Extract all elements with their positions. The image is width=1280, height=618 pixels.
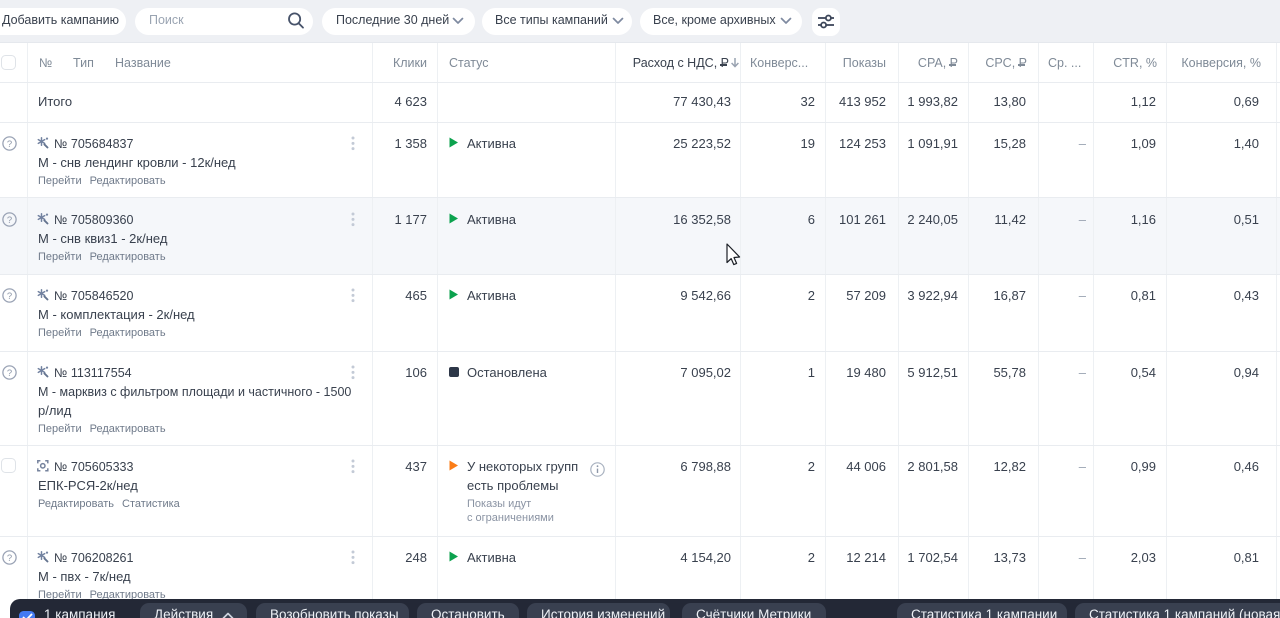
- svg-text:?: ?: [7, 553, 12, 564]
- svg-text:?: ?: [7, 215, 12, 226]
- svg-text:?: ?: [7, 368, 12, 379]
- svg-text:?: ?: [7, 139, 12, 150]
- svg-text:?: ?: [7, 291, 12, 302]
